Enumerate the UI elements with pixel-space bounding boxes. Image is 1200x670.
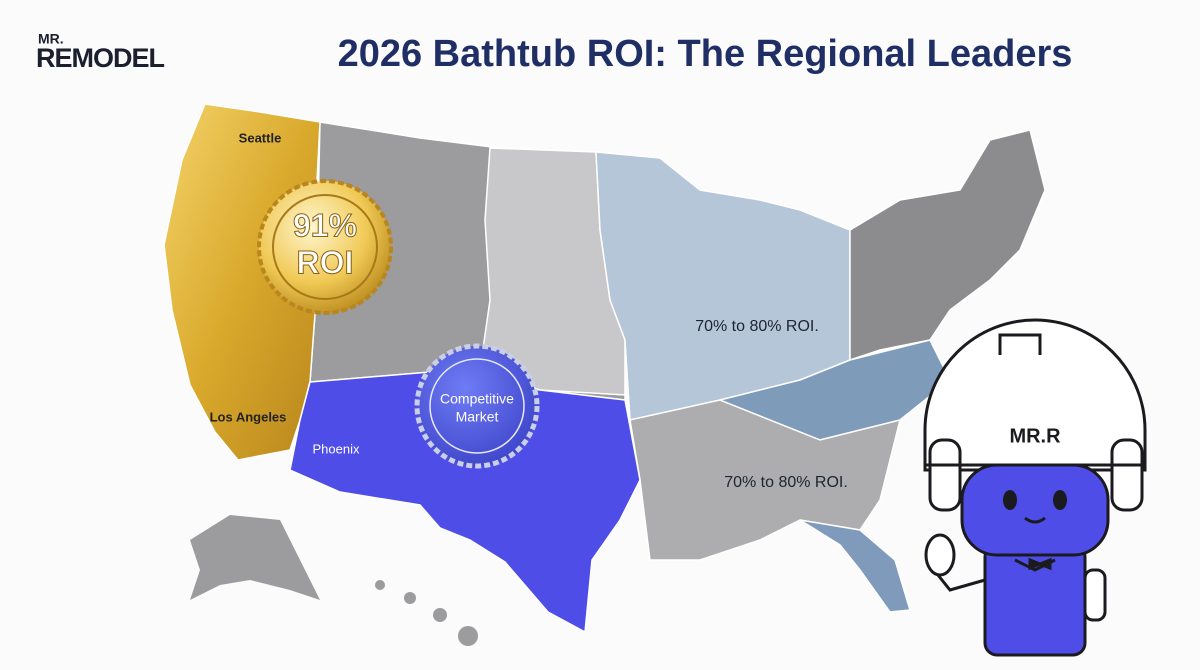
southwest-region [289,371,641,634]
us-map [163,103,1046,646]
badge-text: 91% [293,207,357,243]
alaska [190,515,320,600]
city-label: Seattle [239,130,282,145]
competitive-badge: Competitive Market [414,343,540,469]
florida-region [799,519,911,613]
mascot [923,318,1147,657]
region-label: 70% to 80% ROI. [724,474,848,491]
badge-text: ROI [297,244,354,280]
west-coast-region [163,103,321,461]
hawaii [375,580,478,646]
title: 2026 Bathtub ROI: The Regional Leaders [338,33,1073,75]
city-label: Los Angeles [210,409,287,424]
badge-text: Market [456,409,499,425]
region-label: 70% to 80% ROI. [695,318,819,335]
city-label: Phoenix [313,441,360,456]
logo-top: MR. [38,31,64,47]
badge-text: Competitive [440,391,514,407]
logo-main: REMODEL [36,43,165,73]
roi-badge: 91% ROI [257,179,393,315]
helmet-label: MR.R [1009,425,1061,447]
